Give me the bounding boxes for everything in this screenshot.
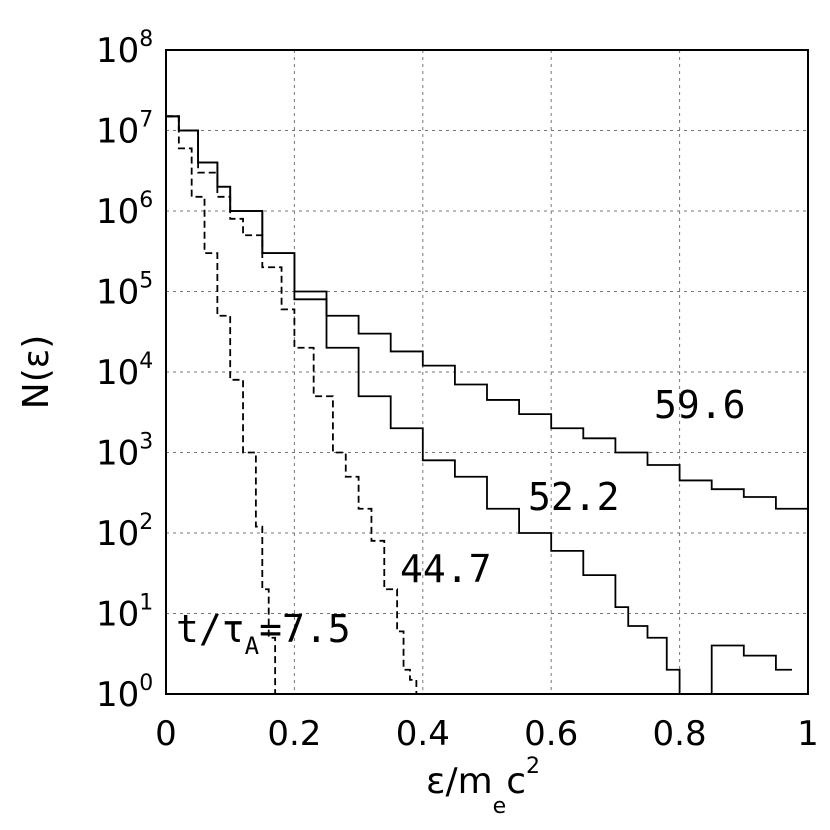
x-tick-label: 1 <box>797 714 819 754</box>
y-tick-label: 102 <box>96 510 153 554</box>
annotation-52-2: 52.2 <box>528 475 620 519</box>
y-tick-label: 103 <box>96 430 153 474</box>
series-layer <box>166 115 809 695</box>
y-tick-labels: 100 101 102 103 104 105 106 107 108 <box>96 27 153 715</box>
x-tick-labels: 0 0.2 0.4 0.6 0.8 1 <box>155 714 819 754</box>
x-tick-label: 0.2 <box>267 714 321 754</box>
y-tick-label: 101 <box>96 591 153 635</box>
plot-frame <box>165 49 809 695</box>
x-tick-label: 0.4 <box>396 714 450 754</box>
annotation-59-6: 59.6 <box>654 383 746 427</box>
y-tick-label: 104 <box>96 349 153 393</box>
y-tick-label: 108 <box>96 27 153 71</box>
y-tick-label: 105 <box>96 269 153 313</box>
series-7-5 <box>166 115 279 695</box>
annotation-44-7: 44.7 <box>400 547 492 591</box>
x-tick-label: 0.8 <box>653 714 707 754</box>
series-59-6 <box>166 115 809 522</box>
y-axis-title: N(ε) <box>16 335 57 409</box>
x-tick-label: 0 <box>155 714 177 754</box>
x-tick-label: 0.6 <box>524 714 578 754</box>
annotation-t-over-tau: t/τA=7.5 <box>176 607 351 660</box>
x-axis-title: ε/mec2 <box>426 754 540 819</box>
y-tick-label: 106 <box>96 188 153 232</box>
grid-lines <box>165 49 809 695</box>
y-tick-label: 100 <box>96 671 153 715</box>
y-tick-label: 107 <box>96 108 153 152</box>
